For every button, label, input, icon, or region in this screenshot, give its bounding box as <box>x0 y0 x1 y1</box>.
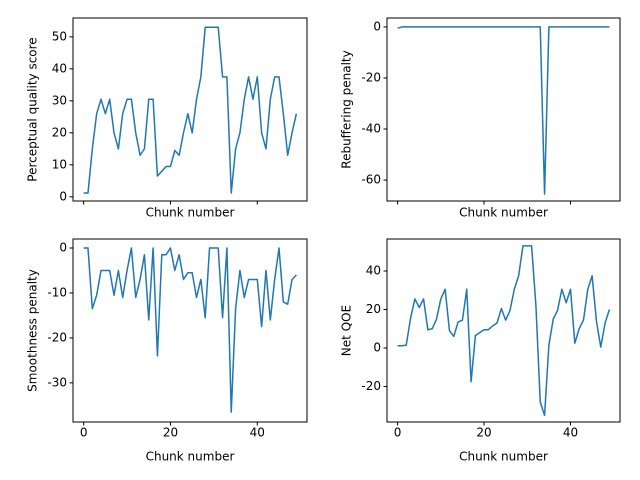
y-tick-label: 40 <box>52 61 67 75</box>
subplot: -60 -40 -20 0 Chunk number Rebuffering penalt… <box>340 17 621 220</box>
axes-frame <box>72 17 308 202</box>
y-tick-label: 10 <box>52 157 67 171</box>
x-tick-label: 0 <box>80 426 88 440</box>
x-tick-label: 40 <box>563 426 578 440</box>
y-tick-label: 30 <box>52 93 67 107</box>
data-line <box>83 26 298 194</box>
x-tick-label: 40 <box>250 426 265 440</box>
x-axis-label: Chunk number <box>459 206 548 220</box>
x-axis-label: Chunk number <box>459 450 548 464</box>
axes-frame <box>386 238 621 423</box>
y-tick-label: 0 <box>373 341 381 355</box>
x-axis-label: Chunk number <box>146 450 235 464</box>
y-tick-label: -20 <box>47 330 67 344</box>
y-tick-label: 50 <box>52 29 67 43</box>
y-tick-label: 0 <box>59 189 67 203</box>
data-line <box>83 247 297 413</box>
y-axis-label: Net QOE <box>340 305 354 356</box>
y-tick-label: 40 <box>366 263 381 277</box>
axes-frame <box>386 17 621 202</box>
data-line <box>397 245 611 417</box>
y-tick-label: -10 <box>47 285 67 299</box>
axes-frame <box>72 238 308 423</box>
subplot: 0 20 40 -20 0 20 40 Chunk number Net QOE <box>340 238 621 464</box>
y-tick-label: 0 <box>59 240 67 254</box>
subplot: 0 10 20 30 40 50 Chunk number Perceptual qualit… <box>26 17 308 220</box>
y-tick-label: -60 <box>361 173 381 187</box>
y-tick-label: -30 <box>47 375 67 389</box>
y-tick-label: 0 <box>373 19 381 33</box>
x-tick-label: 0 <box>394 426 402 440</box>
x-tick-label: 20 <box>163 426 178 440</box>
x-axis-label: Chunk number <box>146 206 235 220</box>
y-tick-label: -20 <box>361 379 381 393</box>
data-line <box>397 26 610 195</box>
y-tick-label: -20 <box>361 70 381 84</box>
y-axis-label: Perceptual quality score <box>26 37 40 181</box>
y-tick-label: -40 <box>361 122 381 136</box>
y-axis-label: Smoothness penalty <box>26 269 40 392</box>
y-tick-label: 20 <box>366 302 381 316</box>
x-tick-label: 20 <box>476 426 491 440</box>
subplot: 0 20 40 -30 -20 -10 0 Chunk number Smoothness pe… <box>26 238 308 464</box>
y-tick-label: 20 <box>52 125 67 139</box>
y-axis-label: Rebuffering penalty <box>340 50 354 168</box>
